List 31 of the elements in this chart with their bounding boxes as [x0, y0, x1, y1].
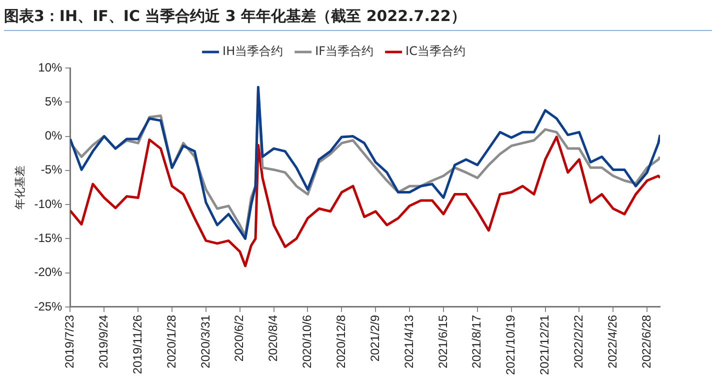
x-tick-label: 2021/2/9 [368, 314, 382, 362]
x-tick-label: 2022/4/26 [605, 314, 620, 368]
y-tick-label: 0% [44, 128, 63, 143]
x-tick-label: 2020/6/2 [232, 314, 246, 362]
y-axis-title: 年化基差 [14, 165, 27, 210]
x-tick-label: 2019/7/23 [62, 314, 77, 368]
x-tick-label: 2021/12/21 [538, 314, 552, 376]
x-tick-label: 2020/1/28 [164, 314, 178, 368]
x-tick-label: 2020/3/31 [198, 314, 212, 368]
x-tick-label: 2021/6/15 [436, 314, 450, 368]
x-tick-label: 2022/6/28 [639, 314, 654, 368]
x-tick-label: 2021/8/17 [470, 314, 484, 368]
legend-label: IF当季合约 [315, 44, 374, 58]
x-tick-label: 2020/10/6 [300, 314, 314, 368]
y-tick-label: -10% [34, 196, 63, 211]
y-tick-label: 10% [38, 60, 63, 74]
x-tick-label: 2019/11/26 [130, 314, 144, 374]
x-tick-label: 2019/9/24 [96, 314, 110, 368]
x-tick-label: 2021/4/13 [402, 314, 416, 368]
x-tick-label: 2020/8/4 [266, 314, 280, 362]
y-tick-label: -20% [34, 265, 63, 280]
chart-title: 图表3：IH、IF、IC 当季合约近 3 年年化基差（截至 2022.7.22） [4, 4, 712, 31]
x-tick-label: 2022/2/22 [572, 314, 586, 368]
y-tick-label: -25% [34, 299, 63, 314]
y-tick-label: -5% [40, 162, 63, 177]
y-tick-label: -15% [34, 230, 63, 245]
x-tick-label: 2021/10/19 [504, 314, 518, 376]
x-tick-label: 2020/12/8 [334, 314, 348, 368]
legend-label: IH当季合约 [222, 44, 284, 58]
y-tick-label: 5% [44, 94, 63, 108]
legend-label: IC当季合约 [406, 44, 466, 58]
